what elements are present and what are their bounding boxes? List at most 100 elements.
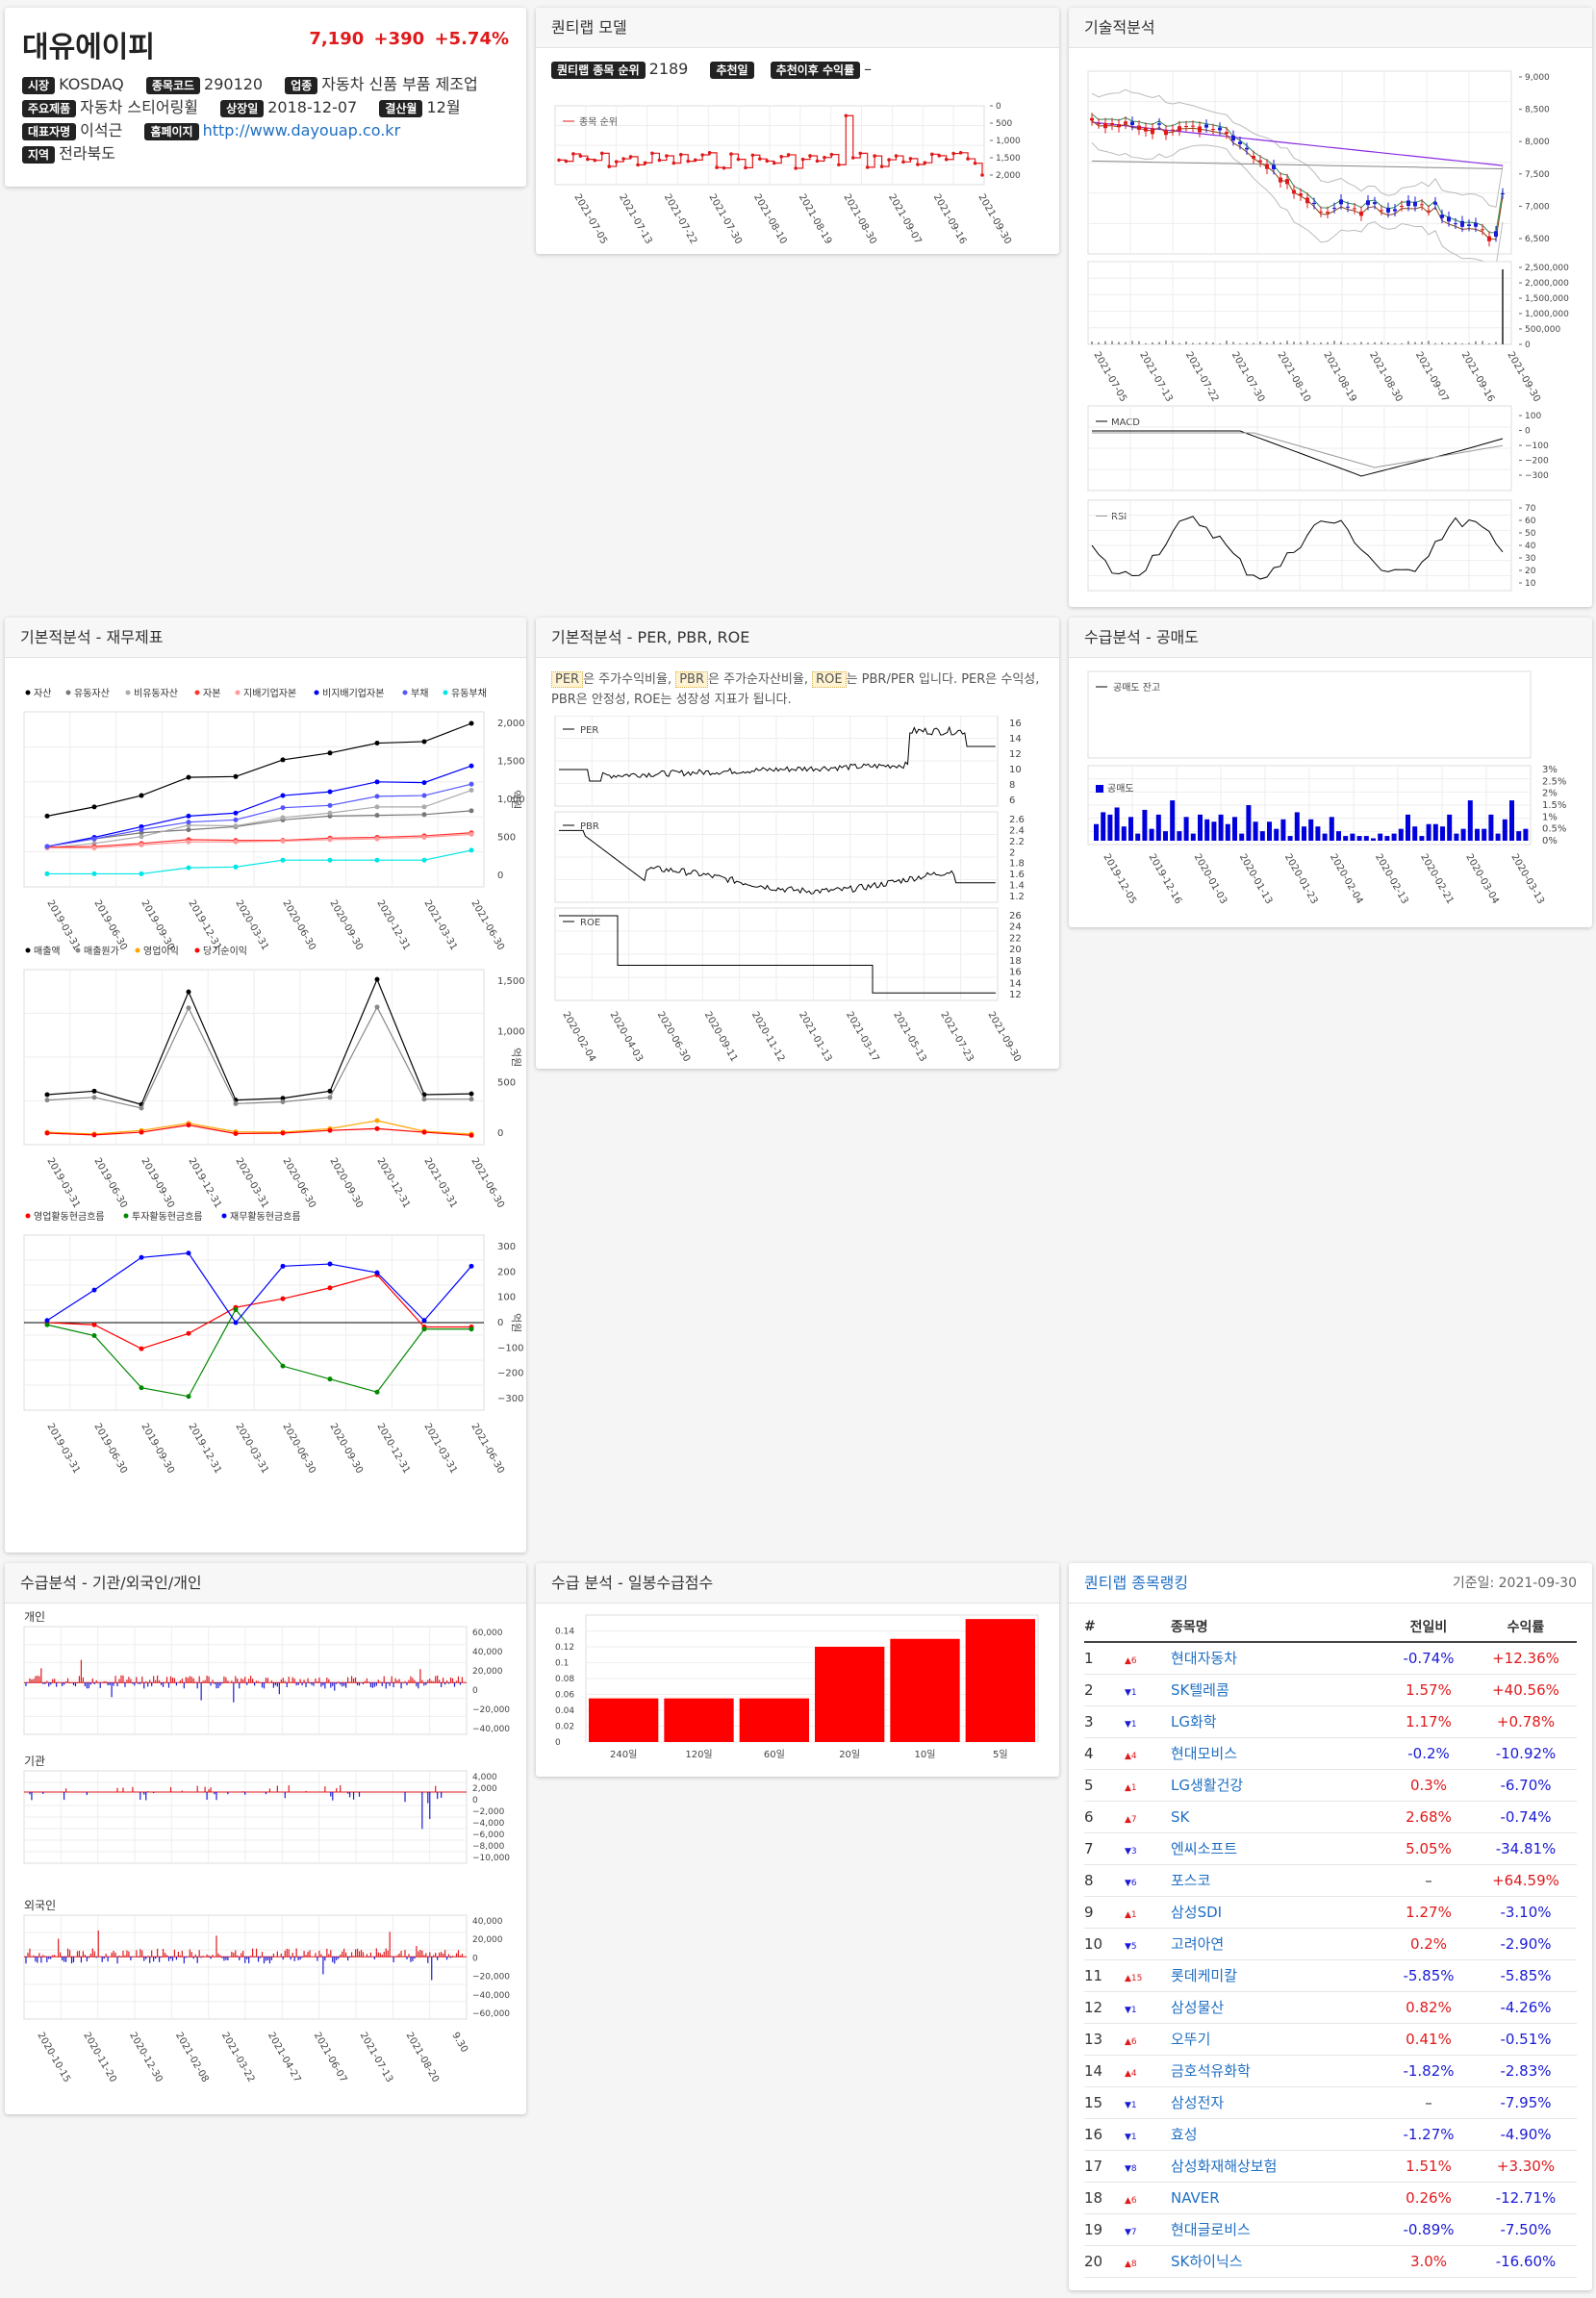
y-tick-label: 20 [1009,945,1022,955]
score-bar-2 [739,1698,809,1742]
legend-dot [25,690,31,695]
y-tick-label: −40,000 [472,1991,510,2001]
stock-name-link[interactable]: 오뚜기 [1171,2023,1382,2056]
table-row[interactable]: 8 ▼6 포스코 – +64.59% [1084,1864,1577,1897]
short-bar [1177,831,1182,841]
short-bar [1432,823,1438,841]
legend-dot [123,1213,129,1219]
volume-bar [1091,341,1093,344]
score-bar-0 [589,1698,659,1742]
table-row[interactable]: 20 ▲8 SK하이닉스 3.0% -16.60% [1084,2245,1577,2278]
valuation-description: PER 은 주가수익비율, PBR 은 주가순자산비율, ROE 는 PBR/PER … [536,658,1059,714]
stock-name-link[interactable]: 현대자동차 [1171,1642,1382,1675]
table-row[interactable]: 7 ▼3 엔씨소프트 5.05% -34.81% [1084,1832,1577,1865]
table-row[interactable]: 13 ▲6 오뚜기 0.41% -0.51% [1084,2023,1577,2056]
table-row[interactable]: 10 ▼5 고려아연 0.2% -2.90% [1084,1928,1577,1960]
table-row[interactable]: 15 ▼1 삼성전자 – -7.95% [1084,2086,1577,2119]
y-tick-label: 40,000 [472,1648,503,1657]
flow-label-inst: 기관 [24,1755,45,1768]
data-point [186,827,191,833]
x-tick-label: 2021-07-05 [571,192,609,246]
candle-body [1204,124,1208,128]
short-bar [1502,819,1507,841]
candle-body [1319,211,1323,213]
stock-name-link[interactable]: 금호석유화학 [1171,2055,1382,2087]
short-bar [1211,821,1217,841]
stock-name-link[interactable]: 롯데케미칼 [1171,1959,1382,1992]
stock-name-link[interactable]: 삼성전자 [1171,2086,1382,2119]
rank-point [678,152,683,157]
rank-point [815,159,820,164]
data-point [280,757,286,763]
legend-bs-2: 비유동자산 [134,688,178,699]
table-row[interactable]: 5 ▲1 LG생활건강 0.3% -6.70% [1084,1769,1577,1802]
table-row[interactable]: 4 ▲4 현대모비스 -0.2% -10.92% [1084,1737,1577,1770]
market-label: 시장 [22,77,56,94]
stock-name-link[interactable]: SK텔레콤 [1171,1674,1382,1706]
y-tick-label: 12 [1009,749,1022,760]
candle-body [1420,204,1424,206]
table-row[interactable]: 14 ▲4 금호석유화학 -1.82% -2.83% [1084,2055,1577,2087]
volume-bar [1131,341,1133,344]
stock-name-link[interactable]: SK하이닉스 [1171,2245,1382,2278]
homepage-link[interactable]: http://www.dayouap.co.kr [202,121,401,139]
table-row[interactable]: 1 ▲6 현대자동차 -0.74% +12.36% [1084,1642,1577,1675]
fiscal-label: 결산월 [379,100,423,117]
legend-is-2: 영업이익 [143,945,179,957]
short-bar [1274,828,1279,841]
daily-change: 1.51% [1382,2150,1475,2183]
data-point [44,1092,50,1098]
return-value: -0.74% [1475,1801,1577,1833]
stock-name-link[interactable]: 삼성SDI [1171,1896,1382,1929]
y-tick-label: 2.5% [1542,776,1566,787]
table-row[interactable]: 18 ▲6 NAVER 0.26% -12.71% [1084,2182,1577,2214]
table-row[interactable]: 3 ▼1 LG화학 1.17% +0.78% [1084,1705,1577,1738]
stock-name-link[interactable]: 삼성물산 [1171,1991,1382,2024]
stock-name-link[interactable]: 현대모비스 [1171,1737,1382,1770]
table-row[interactable]: 9 ▲1 삼성SDI 1.27% -3.10% [1084,1896,1577,1929]
stock-name-link[interactable]: 삼성화재해상보험 [1171,2150,1382,2183]
table-row[interactable]: 19 ▼7 현대글로비스 -0.89% -7.50% [1084,2213,1577,2246]
table-row[interactable]: 17 ▼8 삼성화재해상보험 1.51% +3.30% [1084,2150,1577,2183]
candle-body [1487,236,1491,241]
supply-score-chart: 0.14 0.12 0.1 0.08 0.06 0.04 0.02 0 240일 120일 60일 2… [555,1614,1039,1760]
table-row[interactable]: 6 ▲7 SK 2.68% -0.74% [1084,1801,1577,1833]
stock-name-link[interactable]: 효성 [1171,2118,1382,2151]
stock-name-link[interactable]: 엔씨소프트 [1171,1832,1382,1865]
stock-name-link[interactable]: 포스코 [1171,1864,1382,1897]
data-point [469,720,474,726]
x-tick-label: 2019-12-31 [186,1156,223,1210]
return-value: -2.90% [1475,1928,1577,1960]
table-row[interactable]: 16 ▼1 효성 -1.27% -4.90% [1084,2118,1577,2151]
data-point [233,823,239,829]
x-tick-label: 2021-08-20 [404,2031,442,2084]
stock-name-link[interactable]: LG화학 [1171,1705,1382,1738]
stock-name-link[interactable]: 고려아연 [1171,1928,1382,1960]
x-tick-label: 2021-07-23 [938,1010,975,1064]
short-bar [1280,819,1286,841]
x-tick-label: 2020-03-31 [233,898,270,952]
candle-body [1413,201,1417,207]
series-cf-2 [46,1252,472,1324]
supply-score-title: 수급 분석 - 일봉수급점수 [536,1563,1059,1604]
y-tick-label: 1,500 [996,154,1021,164]
stock-name-link[interactable]: SK [1171,1801,1382,1833]
x-tick-label: 2020-03-04 [1463,852,1501,906]
return-value: -10.92% [1475,1737,1577,1770]
y-tick-label: 500,000 [1525,325,1560,335]
volume-bar [1475,341,1477,344]
stock-name-link[interactable]: LG생활건강 [1171,1769,1382,1802]
stock-name-link[interactable]: 현대글로비스 [1171,2213,1382,2246]
volume-bar [1495,341,1497,344]
x-tick-label: 2019-06-30 [91,1422,129,1476]
table-row[interactable]: 11 ▲15 롯데케미칼 -5.85% -5.85% [1084,1959,1577,1992]
stock-name-link[interactable]: NAVER [1171,2182,1382,2214]
table-row[interactable]: 2 ▼1 SK텔레콤 1.57% +40.56% [1084,1674,1577,1706]
table-row[interactable]: 12 ▼1 삼성물산 0.82% -4.26% [1084,1991,1577,2024]
rank-move-indicator: ▼5 [1125,1941,1137,1952]
x-tick-label: 2020-12-31 [374,1422,412,1476]
y-tick-label: 9,000 [1525,73,1550,83]
candle-body [1373,202,1377,205]
volume-bar [1333,341,1335,344]
short-bar [1398,828,1404,841]
